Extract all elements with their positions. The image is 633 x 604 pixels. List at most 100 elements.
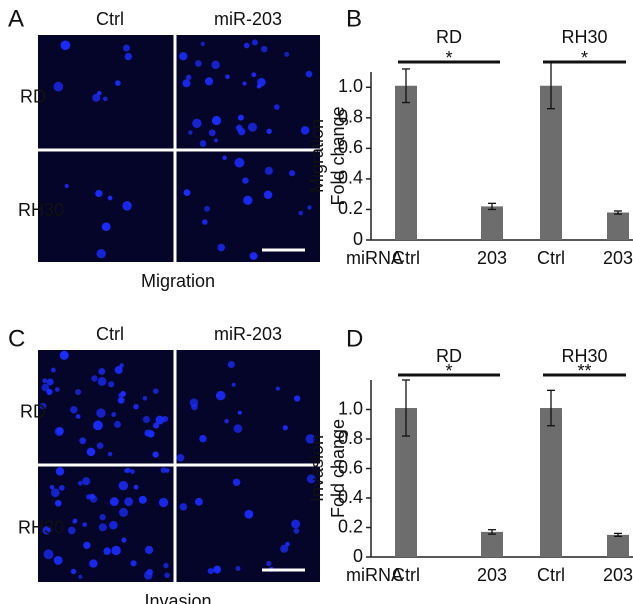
cell-nucleus	[306, 474, 316, 484]
cell-nucleus	[93, 420, 103, 431]
cell-nucleus	[124, 52, 133, 61]
cell-nucleus	[42, 378, 48, 384]
cell-nucleus	[237, 114, 244, 121]
cell-nucleus	[92, 93, 101, 102]
x-tick-label: 203	[477, 248, 507, 268]
cell-nucleus	[232, 478, 241, 487]
column-label: Ctrl	[96, 9, 124, 29]
cell-nucleus	[46, 378, 54, 386]
cell-nucleus	[231, 382, 236, 387]
cell-nucleus	[215, 390, 226, 401]
cell-nucleus	[204, 205, 210, 212]
cell-nucleus	[188, 130, 193, 135]
cell-nucleus	[70, 406, 78, 414]
cell-nucleus	[179, 503, 188, 511]
cell-nucleus	[305, 70, 313, 78]
cell-nucleus	[199, 434, 207, 443]
error-bar	[402, 379, 410, 437]
y-tick-label: 0	[353, 229, 363, 249]
y-axis-label: Invasion	[307, 435, 327, 502]
cell-nucleus	[117, 396, 125, 404]
cell-nucleus	[125, 467, 131, 473]
cell-nucleus	[256, 84, 262, 89]
y-tick-label: 1.0	[338, 398, 363, 418]
cell-nucleus	[300, 126, 310, 135]
cell-nucleus	[164, 572, 170, 579]
cell-nucleus	[185, 74, 192, 81]
cell-nucleus	[211, 60, 220, 70]
bar	[395, 408, 417, 557]
cell-nucleus	[158, 497, 169, 508]
cell-nucleus	[82, 477, 91, 486]
x-axis-label: miRNA	[346, 248, 403, 268]
bar	[481, 206, 503, 240]
cell-nucleus	[291, 519, 301, 529]
cell-nucleus	[266, 560, 272, 567]
cell-nucleus	[293, 528, 300, 534]
cell-nucleus	[55, 387, 60, 392]
y-tick-label: 0.4	[338, 487, 363, 507]
bar	[540, 408, 562, 557]
cell-nucleus	[208, 129, 216, 137]
row-label: RH30	[18, 200, 64, 220]
bar	[481, 531, 503, 557]
cell-nucleus	[70, 568, 77, 575]
group-label: RH30	[561, 346, 607, 366]
cell-nucleus	[280, 544, 289, 553]
y-tick-label: 0.6	[338, 137, 363, 157]
cell-nucleus	[95, 189, 103, 198]
bar	[607, 534, 629, 557]
cell-nucleus	[145, 545, 154, 555]
cell-nucleus	[249, 252, 258, 260]
cell-nucleus	[75, 414, 81, 419]
cell-nucleus	[130, 560, 137, 567]
cell-nucleus	[101, 222, 111, 232]
cell-nucleus	[224, 418, 229, 424]
cell-nucleus	[222, 155, 227, 160]
cell-nucleus	[133, 484, 139, 490]
cell-nucleus	[60, 40, 71, 51]
cell-nucleus	[195, 497, 203, 506]
cell-nucleus	[213, 565, 222, 574]
cell-nucleus	[235, 566, 241, 572]
cell-nucleus	[42, 526, 51, 535]
cell-nucleus	[55, 467, 65, 476]
group-label: RD	[436, 346, 462, 366]
cell-nucleus	[204, 77, 214, 86]
caption: Invasion	[144, 591, 211, 604]
cell-nucleus	[83, 541, 91, 549]
cell-nucleus	[244, 509, 254, 519]
cell-nucleus	[114, 366, 123, 375]
panel-label: C	[8, 325, 25, 352]
cell-nucleus	[99, 514, 106, 521]
cell-nucleus	[53, 556, 63, 565]
column-label: Ctrl	[96, 324, 124, 344]
panel-label: D	[346, 325, 363, 352]
micrograph	[38, 150, 175, 262]
cell-nucleus	[273, 104, 280, 110]
significance-mark: **	[577, 361, 591, 381]
cell-nucleus	[298, 210, 303, 216]
x-axis-label: miRNA	[346, 565, 403, 585]
x-tick-label: 203	[603, 248, 633, 268]
cell-nucleus	[242, 81, 247, 86]
cell-nucleus	[78, 574, 83, 579]
cell-nucleus	[153, 388, 159, 394]
error-bar	[614, 532, 622, 537]
cell-nucleus	[118, 507, 128, 517]
cell-nucleus	[96, 408, 106, 418]
micrograph	[175, 350, 320, 465]
cell-nucleus	[305, 434, 316, 444]
cell-nucleus	[114, 420, 121, 428]
group-label: RH30	[561, 27, 607, 47]
significance-mark: *	[445, 48, 452, 68]
cell-nucleus	[195, 60, 202, 67]
cell-nucleus	[97, 377, 107, 386]
cell-nucleus	[142, 396, 148, 401]
cell-nucleus	[138, 495, 147, 504]
cell-nucleus	[200, 41, 206, 47]
cell-nucleus	[41, 383, 50, 392]
cell-nucleus	[91, 375, 98, 382]
cell-nucleus	[263, 190, 273, 200]
